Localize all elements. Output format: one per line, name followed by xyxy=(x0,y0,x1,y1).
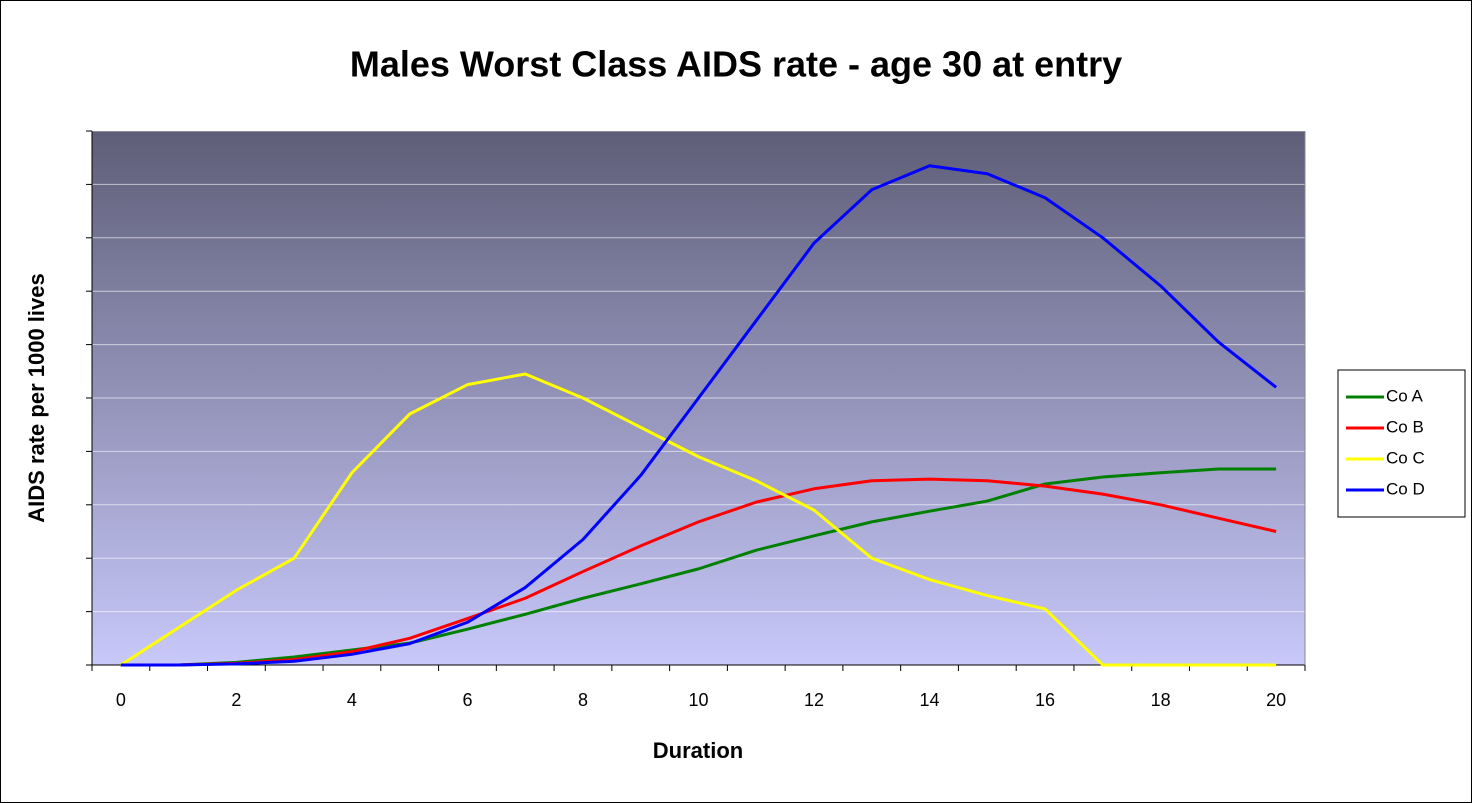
legend-label: Co D xyxy=(1386,479,1425,498)
legend-label: Co C xyxy=(1386,448,1425,467)
legend-box xyxy=(1337,369,1466,518)
line-series xyxy=(120,372,1277,667)
x-tick-label: 6 xyxy=(462,690,472,710)
x-tick-label: 14 xyxy=(920,690,940,710)
x-tick-label: 2 xyxy=(231,690,241,710)
line-series xyxy=(120,477,1277,667)
legend-label: Co A xyxy=(1386,386,1424,405)
x-tick-label: 8 xyxy=(578,690,588,710)
y-axis-label: AIDS rate per 1000 lives xyxy=(24,273,49,522)
x-tick-label: 4 xyxy=(347,690,357,710)
chart-title: Males Worst Class AIDS rate - age 30 at … xyxy=(350,44,1122,85)
x-tick-label: 12 xyxy=(804,690,824,710)
x-tick-label: 18 xyxy=(1151,690,1171,710)
line-series xyxy=(120,467,1277,667)
x-axis-label: Duration xyxy=(653,738,743,763)
x-tick-label: 20 xyxy=(1266,690,1286,710)
legend-label: Co B xyxy=(1386,417,1424,436)
x-tick-label: 16 xyxy=(1035,690,1055,710)
line-series xyxy=(120,164,1278,667)
x-tick-label: 0 xyxy=(116,690,126,710)
x-tick-label: 10 xyxy=(688,690,708,710)
